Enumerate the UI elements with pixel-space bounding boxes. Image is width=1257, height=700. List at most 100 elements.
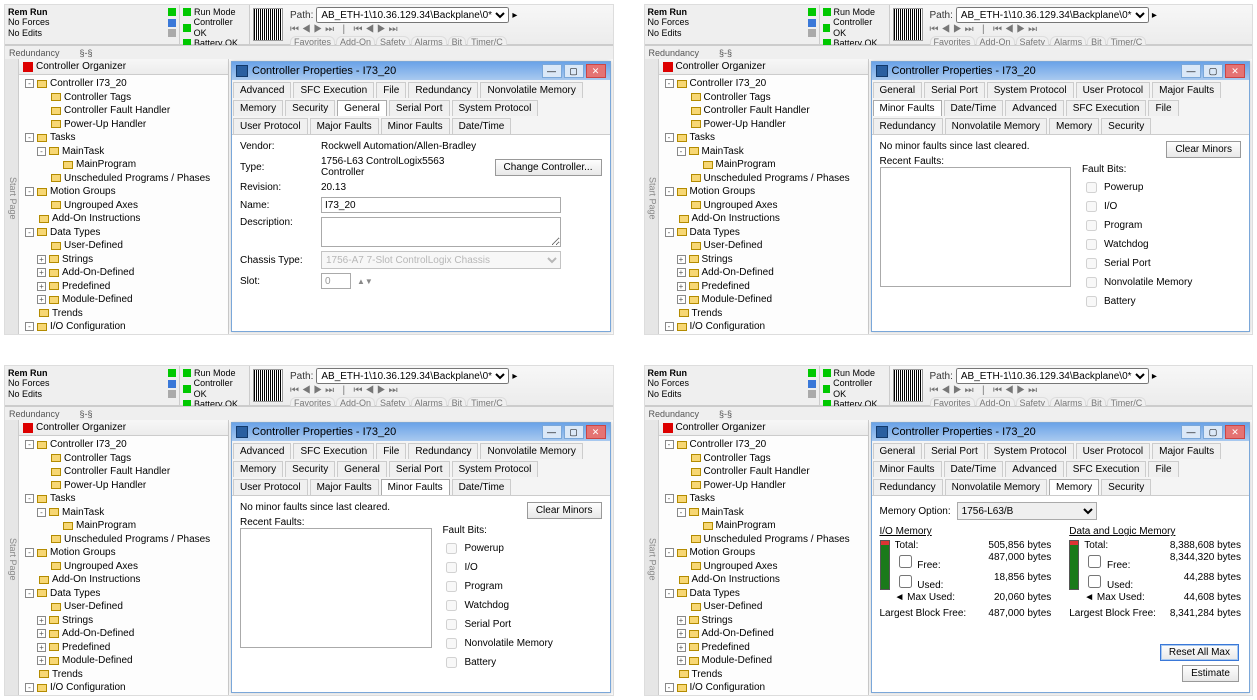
- organizer-tree[interactable]: -Controller I73_20Controller TagsControl…: [659, 75, 868, 334]
- close-button[interactable]: ✕: [1225, 64, 1245, 78]
- tab-majfaults[interactable]: Major Faults: [310, 118, 379, 134]
- tree-node[interactable]: -MainTask: [21, 506, 226, 520]
- tree-node[interactable]: +Predefined: [661, 280, 866, 294]
- maximize-button[interactable]: ▢: [1203, 64, 1223, 78]
- tree-node[interactable]: Power-Up Handler: [661, 479, 866, 493]
- tree-node[interactable]: -MainTask: [661, 145, 866, 159]
- organizer-tree[interactable]: -Controller I73_20Controller TagsControl…: [19, 436, 228, 695]
- tree-node[interactable]: -Tasks: [21, 131, 226, 145]
- clear-minors-button[interactable]: Clear Minors: [527, 502, 602, 519]
- tree-node[interactable]: +Module-Defined: [21, 654, 226, 668]
- tree-node[interactable]: Ungrouped Axes: [21, 199, 226, 213]
- tree-node[interactable]: Controller Tags: [661, 91, 866, 105]
- tree-node[interactable]: -I/O Configuration: [661, 320, 866, 334]
- properties-title-bar[interactable]: Controller Properties - I73_20 — ▢ ✕: [232, 62, 610, 80]
- change-controller-button[interactable]: Change Controller...: [495, 159, 602, 176]
- minimize-button[interactable]: —: [542, 64, 562, 78]
- tree-node[interactable]: User-Defined: [661, 600, 866, 614]
- tree-node[interactable]: Add-On Instructions: [661, 212, 866, 226]
- tab-file[interactable]: File: [376, 82, 406, 98]
- tree-node[interactable]: -1756 Backplane, 1756-A7: [661, 334, 866, 335]
- tree-node[interactable]: +Add-On-Defined: [21, 627, 226, 641]
- tree-node[interactable]: Ungrouped Axes: [21, 560, 226, 574]
- tab-memory[interactable]: Memory: [1049, 479, 1099, 495]
- path-select[interactable]: AB_ETH-1\10.36.129.34\Backplane\0*: [316, 7, 509, 23]
- tree-node[interactable]: Controller Fault Handler: [661, 104, 866, 118]
- tree-node[interactable]: Add-On Instructions: [21, 573, 226, 587]
- tree-node[interactable]: Power-Up Handler: [21, 118, 226, 132]
- tree-node[interactable]: MainProgram: [661, 519, 866, 533]
- tree-node[interactable]: Trends: [661, 307, 866, 321]
- tree-node[interactable]: Trends: [21, 668, 226, 682]
- tree-node[interactable]: +Predefined: [21, 641, 226, 655]
- tab-advanced[interactable]: Advanced: [233, 82, 291, 98]
- tree-node[interactable]: -1756 Backplane, 1756-A7: [661, 695, 866, 696]
- tree-node[interactable]: +Strings: [21, 253, 226, 267]
- tree-node[interactable]: -Motion Groups: [661, 185, 866, 199]
- tree-node[interactable]: -I/O Configuration: [21, 681, 226, 695]
- close-button[interactable]: ✕: [586, 425, 606, 439]
- tree-node[interactable]: Controller Tags: [661, 452, 866, 466]
- tree-node[interactable]: Unscheduled Programs / Phases: [21, 172, 226, 186]
- tree-node[interactable]: -Tasks: [661, 131, 866, 145]
- tree-node[interactable]: Controller Fault Handler: [21, 465, 226, 479]
- tab-general[interactable]: General: [873, 82, 923, 98]
- tree-node[interactable]: -Data Types: [661, 226, 866, 240]
- tab-minfaults[interactable]: Minor Faults: [381, 118, 450, 134]
- description-input[interactable]: [321, 217, 561, 247]
- tree-node[interactable]: +Strings: [21, 614, 226, 628]
- tab-sysproto[interactable]: System Protocol: [452, 100, 539, 116]
- tree-node[interactable]: Unscheduled Programs / Phases: [21, 533, 226, 547]
- tree-node[interactable]: -1756 Backplane, 1756-A7: [21, 334, 226, 335]
- nav-icons[interactable]: ⏮ ◀ ▶ ⏭ | ⏮ ◀ ▶ ⏭: [290, 24, 609, 35]
- side-tab[interactable]: Start Page: [5, 59, 19, 334]
- tree-node[interactable]: Power-Up Handler: [21, 479, 226, 493]
- tree-node[interactable]: Power-Up Handler: [661, 118, 866, 132]
- tree-node[interactable]: +Strings: [661, 253, 866, 267]
- tree-node[interactable]: +Strings: [661, 614, 866, 628]
- properties-tabs[interactable]: Advanced SFC Execution File Redundancy N…: [232, 80, 610, 135]
- tree-node[interactable]: -Controller I73_20: [661, 77, 866, 91]
- close-button[interactable]: ✕: [1225, 425, 1245, 439]
- tree-node[interactable]: Ungrouped Axes: [661, 199, 866, 213]
- tree-node[interactable]: MainProgram: [21, 519, 226, 533]
- tree-node[interactable]: -Motion Groups: [21, 546, 226, 560]
- tab-redundancy[interactable]: Redundancy: [408, 82, 478, 98]
- tree-node[interactable]: -Tasks: [21, 492, 226, 506]
- tree-node[interactable]: Controller Fault Handler: [21, 104, 226, 118]
- clear-minors-button[interactable]: Clear Minors: [1166, 141, 1241, 158]
- tree-node[interactable]: +Module-Defined: [661, 293, 866, 307]
- tree-node[interactable]: -Controller I73_20: [21, 77, 226, 91]
- tab-general[interactable]: General: [337, 100, 387, 116]
- tree-node[interactable]: -Controller I73_20: [661, 438, 866, 452]
- tree-node[interactable]: +Module-Defined: [21, 293, 226, 307]
- reset-all-max-button[interactable]: Reset All Max: [1160, 644, 1239, 661]
- tree-node[interactable]: +Add-On-Defined: [661, 627, 866, 641]
- tree-node[interactable]: +Predefined: [661, 641, 866, 655]
- tree-node[interactable]: -MainTask: [21, 145, 226, 159]
- tab-security[interactable]: Security: [285, 100, 335, 116]
- tree-node[interactable]: -Motion Groups: [21, 185, 226, 199]
- tree-node[interactable]: Unscheduled Programs / Phases: [661, 172, 866, 186]
- maximize-button[interactable]: ▢: [564, 64, 584, 78]
- tab-datetime[interactable]: Date/Time: [452, 118, 512, 134]
- tree-node[interactable]: Add-On Instructions: [21, 212, 226, 226]
- tree-node[interactable]: Trends: [21, 307, 226, 321]
- tree-node[interactable]: -Tasks: [661, 492, 866, 506]
- tree-node[interactable]: Ungrouped Axes: [661, 560, 866, 574]
- minimize-button[interactable]: —: [1181, 425, 1201, 439]
- tree-node[interactable]: -MainTask: [661, 506, 866, 520]
- tree-node[interactable]: -Motion Groups: [661, 546, 866, 560]
- tree-node[interactable]: -I/O Configuration: [661, 681, 866, 695]
- tree-node[interactable]: +Predefined: [21, 280, 226, 294]
- tree-node[interactable]: -Data Types: [661, 587, 866, 601]
- tree-node[interactable]: Controller Tags: [21, 91, 226, 105]
- tree-node[interactable]: Controller Fault Handler: [661, 465, 866, 479]
- tree-node[interactable]: -Data Types: [21, 587, 226, 601]
- maximize-button[interactable]: ▢: [564, 425, 584, 439]
- tree-node[interactable]: User-Defined: [21, 239, 226, 253]
- organizer-tree[interactable]: -Controller I73_20Controller TagsControl…: [659, 436, 868, 695]
- tab-minfaults[interactable]: Minor Faults: [381, 479, 450, 495]
- tree-node[interactable]: -Controller I73_20: [21, 438, 226, 452]
- tree-node[interactable]: Trends: [661, 668, 866, 682]
